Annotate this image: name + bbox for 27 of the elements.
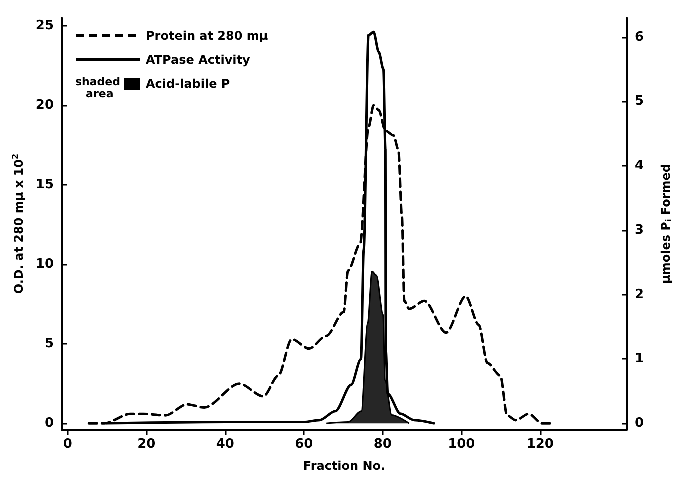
y2-tick-label: 2 bbox=[635, 287, 644, 302]
y-tick-label: 20 bbox=[36, 98, 54, 113]
y-axis-title: O.D. at 280 mµ x 102 bbox=[11, 154, 26, 294]
x-tick-label: 120 bbox=[526, 437, 554, 452]
legend-label: ATPase Activity bbox=[146, 53, 250, 67]
annotation: shaded area bbox=[75, 76, 121, 100]
y-tick-label: 5 bbox=[44, 336, 54, 352]
x-tick-label: 80 bbox=[374, 437, 392, 452]
y-tick-label: 0 bbox=[44, 416, 54, 432]
y2-tick-label: 1 bbox=[635, 352, 644, 367]
y-tick-label: 10 bbox=[36, 257, 54, 272]
x-axis-title: Fraction No. bbox=[303, 459, 386, 473]
legend-label: Acid-labile P bbox=[146, 77, 230, 91]
y2-tick-label: 3 bbox=[635, 222, 644, 238]
y-tick-label: 15 bbox=[36, 178, 54, 193]
y-tick-label: 25 bbox=[36, 18, 54, 34]
y2-tick-label: 5 bbox=[635, 94, 644, 110]
x-tick-label: 20 bbox=[138, 437, 156, 452]
y2-axis-title: µmoles Pi Formed bbox=[659, 164, 674, 284]
legend-label: Protein at 280 mµ bbox=[146, 29, 268, 43]
x-tick-label: 60 bbox=[295, 437, 314, 452]
y2-tick-label: 4 bbox=[635, 158, 644, 174]
y2-tick-label: 6 bbox=[635, 30, 644, 45]
x-tick-label: 40 bbox=[216, 437, 234, 452]
x-tick-label: 0 bbox=[63, 437, 72, 452]
x-tick-label: 100 bbox=[448, 437, 476, 452]
y2-tick-label: 0 bbox=[635, 416, 644, 432]
